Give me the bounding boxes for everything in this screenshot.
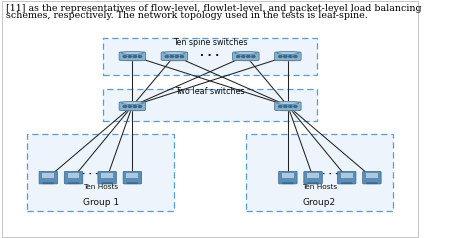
- FancyBboxPatch shape: [127, 182, 138, 184]
- Circle shape: [138, 105, 142, 107]
- Text: Ten Hosts: Ten Hosts: [302, 184, 337, 190]
- FancyBboxPatch shape: [161, 52, 188, 60]
- Text: · · ·: · · ·: [82, 170, 99, 179]
- FancyBboxPatch shape: [233, 52, 259, 60]
- FancyBboxPatch shape: [101, 182, 113, 184]
- Circle shape: [138, 55, 142, 57]
- Text: Group2: Group2: [303, 198, 336, 207]
- Circle shape: [123, 105, 127, 107]
- FancyBboxPatch shape: [119, 52, 146, 60]
- FancyBboxPatch shape: [39, 171, 57, 184]
- FancyBboxPatch shape: [341, 173, 353, 178]
- Ellipse shape: [121, 101, 143, 104]
- Ellipse shape: [280, 59, 301, 62]
- FancyBboxPatch shape: [64, 171, 83, 184]
- Ellipse shape: [280, 109, 301, 112]
- Ellipse shape: [166, 59, 187, 62]
- FancyBboxPatch shape: [366, 173, 378, 178]
- FancyBboxPatch shape: [103, 38, 317, 75]
- FancyBboxPatch shape: [2, 1, 418, 237]
- FancyBboxPatch shape: [307, 173, 319, 178]
- Circle shape: [165, 55, 168, 57]
- FancyBboxPatch shape: [27, 134, 174, 211]
- Circle shape: [180, 55, 183, 57]
- Ellipse shape: [235, 51, 257, 55]
- Circle shape: [133, 55, 137, 57]
- FancyBboxPatch shape: [119, 102, 146, 110]
- FancyBboxPatch shape: [274, 52, 301, 60]
- FancyBboxPatch shape: [366, 182, 378, 184]
- Text: Two leaf switches: Two leaf switches: [175, 87, 245, 96]
- Text: · · ·: · · ·: [322, 170, 338, 179]
- FancyBboxPatch shape: [307, 182, 319, 184]
- Text: Group 1: Group 1: [83, 198, 119, 207]
- FancyBboxPatch shape: [68, 173, 80, 178]
- Text: Ten Hosts: Ten Hosts: [83, 184, 118, 190]
- Circle shape: [252, 55, 255, 57]
- Ellipse shape: [237, 59, 258, 62]
- Circle shape: [279, 105, 282, 107]
- FancyBboxPatch shape: [363, 171, 381, 184]
- FancyBboxPatch shape: [43, 182, 54, 184]
- Text: · · ·: · · ·: [201, 51, 220, 61]
- Circle shape: [123, 55, 127, 57]
- Circle shape: [128, 105, 131, 107]
- FancyBboxPatch shape: [43, 173, 54, 178]
- Ellipse shape: [124, 59, 145, 62]
- Circle shape: [246, 55, 250, 57]
- FancyBboxPatch shape: [123, 171, 142, 184]
- Circle shape: [283, 55, 287, 57]
- Circle shape: [242, 55, 245, 57]
- Ellipse shape: [277, 101, 299, 104]
- FancyBboxPatch shape: [246, 134, 393, 211]
- Circle shape: [294, 105, 297, 107]
- FancyBboxPatch shape: [103, 89, 317, 121]
- FancyBboxPatch shape: [98, 171, 117, 184]
- FancyBboxPatch shape: [337, 171, 356, 184]
- Ellipse shape: [164, 51, 185, 55]
- Circle shape: [170, 55, 173, 57]
- FancyBboxPatch shape: [341, 182, 353, 184]
- FancyBboxPatch shape: [282, 173, 294, 178]
- Text: schemes, respectively. The network topology used in the tests is leaf-spine.: schemes, respectively. The network topol…: [6, 11, 368, 20]
- Circle shape: [294, 55, 297, 57]
- Ellipse shape: [277, 51, 299, 55]
- Circle shape: [128, 55, 131, 57]
- Ellipse shape: [124, 109, 145, 112]
- FancyBboxPatch shape: [274, 102, 301, 110]
- Circle shape: [279, 55, 282, 57]
- Ellipse shape: [121, 51, 143, 55]
- FancyBboxPatch shape: [282, 182, 294, 184]
- Circle shape: [289, 55, 292, 57]
- FancyBboxPatch shape: [68, 182, 79, 184]
- FancyBboxPatch shape: [304, 171, 322, 184]
- Text: Ten spine switches: Ten spine switches: [173, 38, 247, 47]
- FancyBboxPatch shape: [127, 173, 138, 178]
- Circle shape: [237, 55, 240, 57]
- Circle shape: [133, 105, 137, 107]
- Circle shape: [175, 55, 179, 57]
- Circle shape: [283, 105, 287, 107]
- Text: [11] as the representatives of flow-level, flowlet-level, and packet-level load : [11] as the representatives of flow-leve…: [6, 4, 422, 13]
- FancyBboxPatch shape: [101, 173, 113, 178]
- Circle shape: [289, 105, 292, 107]
- FancyBboxPatch shape: [279, 171, 297, 184]
